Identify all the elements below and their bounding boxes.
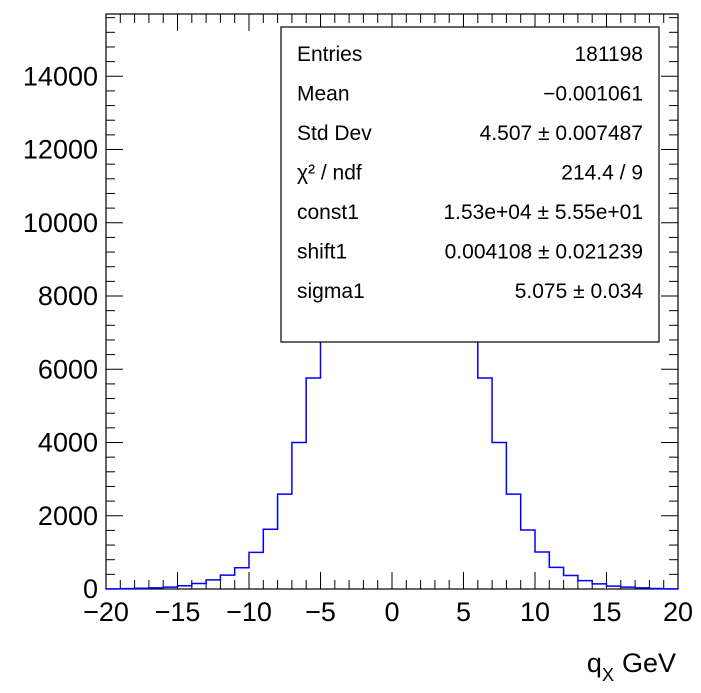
histogram-bin [521,530,535,589]
histogram-bin [306,378,320,589]
x-axis-title-unit: GeV [622,648,676,678]
histogram-bin [592,584,606,589]
histogram-bin [506,494,520,589]
histogram-bin [535,552,549,589]
histogram-bin [278,494,292,589]
stats-box-frame [280,26,660,343]
x-axis-title: qX GeV [587,648,676,685]
x-tick-label: 20 [663,597,693,627]
histogram-bin [549,567,563,589]
x-axis-ticks: −20 −15 −10 −5 0 5 10 15 20 [83,14,693,627]
histogram-bin [192,584,206,589]
histogram-bin [249,552,263,589]
stats-row-label: const1 [297,201,359,224]
histogram-bin [220,575,234,589]
stats-row-label: sigma1 [297,280,365,303]
x-tick-label: −20 [83,597,129,627]
x-axis-title-main: q [587,648,602,678]
x-tick-label: 5 [456,597,471,627]
x-axis-title-sub: X [602,665,614,685]
stats-row-value: 5.075 ± 0.034 [515,280,644,303]
y-tick-label: 6000 [38,354,98,384]
stats-row-value: 214.4 / 9 [561,162,643,185]
stats-row-label: shift1 [297,241,347,264]
x-tick-label: 10 [520,597,550,627]
stats-row-label: Std Dev [297,122,372,145]
x-tick-label: −10 [226,597,272,627]
y-tick-label: 2000 [38,501,98,531]
histogram-bin [206,580,220,589]
y-tick-label: 0 [83,574,98,604]
stats-row-label: Mean [297,83,350,106]
x-tick-label: 0 [384,597,399,627]
y-tick-label: 14000 [23,61,98,91]
y-tick-label: 8000 [38,281,98,311]
histogram-bin [292,443,306,589]
y-tick-label: 12000 [23,135,98,165]
y-axis-ticks: 0 2000 4000 6000 8000 10000 12000 14000 [23,17,678,604]
stats-row-value: 1.53e+04 ± 5.55e+01 [443,201,643,224]
histogram-bin [478,378,492,589]
histogram-bin [263,529,277,589]
stats-row-label: χ² / ndf [297,162,362,185]
y-tick-label: 10000 [23,208,98,238]
histogram-bin [564,575,578,589]
y-tick-label: 4000 [38,428,98,458]
histogram-bin [578,581,592,589]
stats-row-value: 4.507 ± 0.007487 [480,122,643,145]
stats-row-value: 181198 [574,43,643,66]
x-tick-label: −15 [155,597,201,627]
stats-box: Entries 181198 Mean −0.001061 Std Dev 4.507 ±… [280,26,660,343]
histogram-bin [492,443,506,589]
x-tick-label: −5 [305,597,336,627]
stats-row-label: Entries [297,43,362,66]
stats-row-value: −0.001061 [543,83,643,106]
x-tick-label: 15 [591,597,621,627]
stats-row-value: 0.004108 ± 0.021239 [445,241,643,264]
histogram-bin [235,568,249,589]
